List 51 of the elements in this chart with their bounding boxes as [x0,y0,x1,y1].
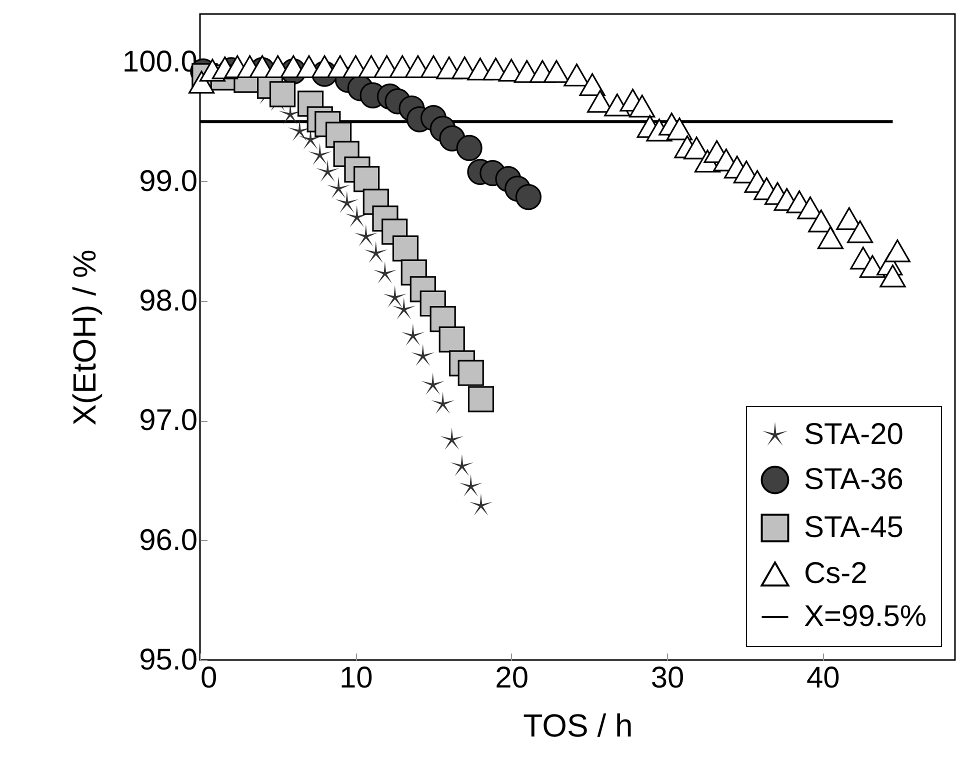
point [468,386,494,412]
legend-label: X=99.5% [804,600,927,633]
point [383,285,407,308]
point [308,142,332,166]
point [884,239,910,262]
point [459,474,482,496]
x-tick-label: 20 [495,662,529,694]
point [469,493,493,516]
y-tick-label: 99.0 [139,164,198,198]
point [354,224,378,246]
x-tick-label: 10 [339,662,373,694]
point [335,190,359,213]
point [316,160,340,182]
point [817,226,844,250]
y-tick-label: 96.0 [139,524,198,557]
point [421,372,445,395]
point [604,94,630,116]
point [440,428,464,450]
point [880,264,906,288]
point [392,235,419,262]
x-tick-label: 0 [200,662,218,694]
point [326,176,350,199]
point [515,184,542,210]
point [401,324,425,346]
y-tick-label: 97.0 [139,404,198,438]
point [579,73,606,96]
x-tick-label: 30 [650,662,684,694]
point [456,134,482,162]
y-tick-label: 98.0 [139,284,198,318]
point [808,210,834,232]
point [438,326,465,352]
point [354,166,380,192]
y-axis-title: X(EtOH) / % [66,249,102,426]
legend-label: STA-45 [804,511,904,544]
point [666,117,693,140]
point [450,454,474,476]
point [431,392,454,414]
point [269,81,296,108]
point [411,344,435,366]
point [392,297,416,320]
point [373,261,397,284]
x-tick-label: 40 [806,662,840,694]
x-axis-title: TOS / h [523,708,633,744]
point [846,220,874,244]
legend-label: STA-20 [804,418,904,451]
legend-label: STA-36 [804,463,904,496]
point [364,241,388,264]
point [458,360,484,386]
y-tick-label: 95.0 [139,644,198,676]
point [629,94,656,118]
legend-label: Cs-2 [804,557,868,590]
